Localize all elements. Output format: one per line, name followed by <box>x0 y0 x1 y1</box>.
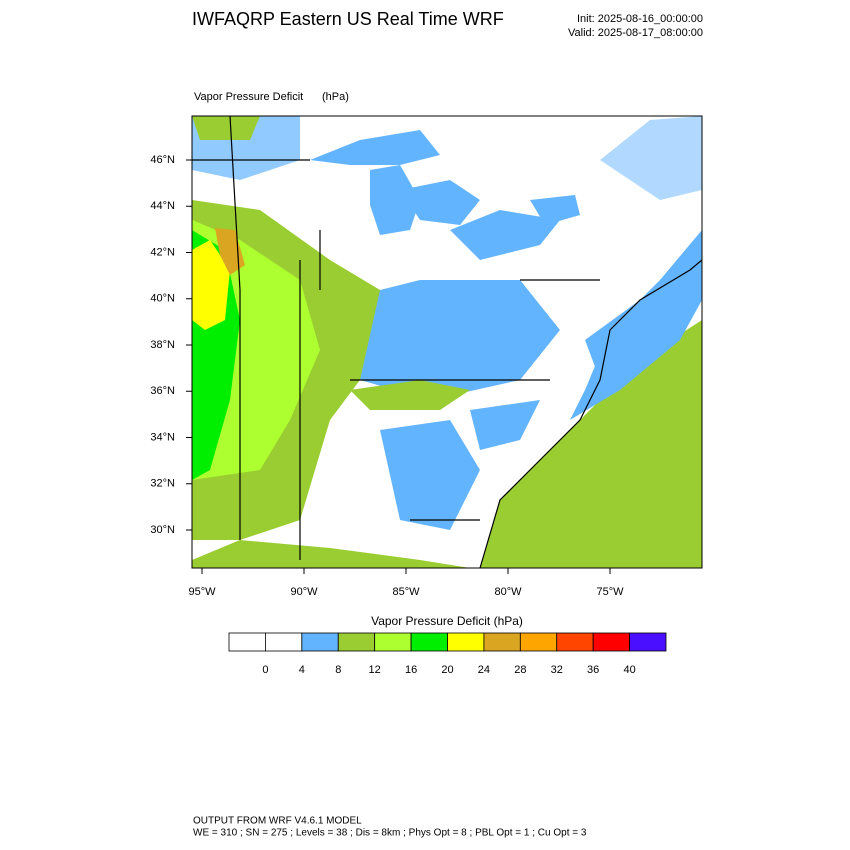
colorbar-label: 12 <box>369 664 381 676</box>
lat-label: 44°N <box>150 200 175 212</box>
lat-label: 36°N <box>150 385 175 397</box>
init-time: Init: 2025-08-16_00:00:00 <box>577 13 703 25</box>
colorbar-label: 24 <box>478 664 490 676</box>
colorbar-label: 40 <box>623 664 635 676</box>
colorbar-box <box>519 632 558 652</box>
lon-label: 75°W <box>596 586 624 598</box>
colorbar-title: Vapor Pressure Deficit (hPa) <box>371 614 523 628</box>
colorbar-box <box>556 632 594 652</box>
lat-label: 42°N <box>150 246 175 258</box>
colorbar-box <box>337 632 376 652</box>
colorbar-box <box>410 632 448 652</box>
colorbar-label: 4 <box>299 664 305 676</box>
colorbar-label: 8 <box>335 664 341 676</box>
colorbar-label: 28 <box>514 664 526 676</box>
colorbar-label: 16 <box>405 664 417 676</box>
lat-label: 38°N <box>150 339 175 351</box>
footer-line: WE = 310 ; SN = 275 ; Levels = 38 ; Dis … <box>193 828 587 839</box>
lat-label: 40°N <box>150 293 175 305</box>
lat-label: 32°N <box>150 478 175 490</box>
colorbar-label: 20 <box>441 664 453 676</box>
lon-label: 95°W <box>188 586 216 598</box>
colorbar-label: 36 <box>587 664 599 676</box>
lat-label: 30°N <box>150 524 175 536</box>
lon-label: 80°W <box>494 586 522 598</box>
field-units: (hPa) <box>322 91 349 103</box>
lat-label: 34°N <box>150 431 175 443</box>
colorbar-box <box>228 632 266 652</box>
colorbar-box <box>483 632 521 652</box>
lat-label: 46°N <box>150 154 175 166</box>
lon-label: 90°W <box>290 586 318 598</box>
map <box>192 116 702 568</box>
valid-time: Valid: 2025-08-17_08:00:00 <box>568 27 703 39</box>
colorbar-box <box>629 632 667 652</box>
colorbar-box <box>301 632 339 652</box>
map-frame <box>191 115 703 569</box>
footer-line: OUTPUT FROM WRF V4.6.1 MODEL <box>193 816 362 827</box>
colorbar-label: 0 <box>262 664 268 676</box>
colorbar-box <box>374 632 412 652</box>
colorbar-box <box>447 632 485 652</box>
colorbar-label: 32 <box>551 664 563 676</box>
colorbar-box <box>265 632 303 652</box>
page-title: IWFAQRP Eastern US Real Time WRF <box>192 9 504 29</box>
field-name: Vapor Pressure Deficit <box>194 91 303 103</box>
lon-label: 85°W <box>392 586 420 598</box>
colorbar-box <box>592 632 630 652</box>
